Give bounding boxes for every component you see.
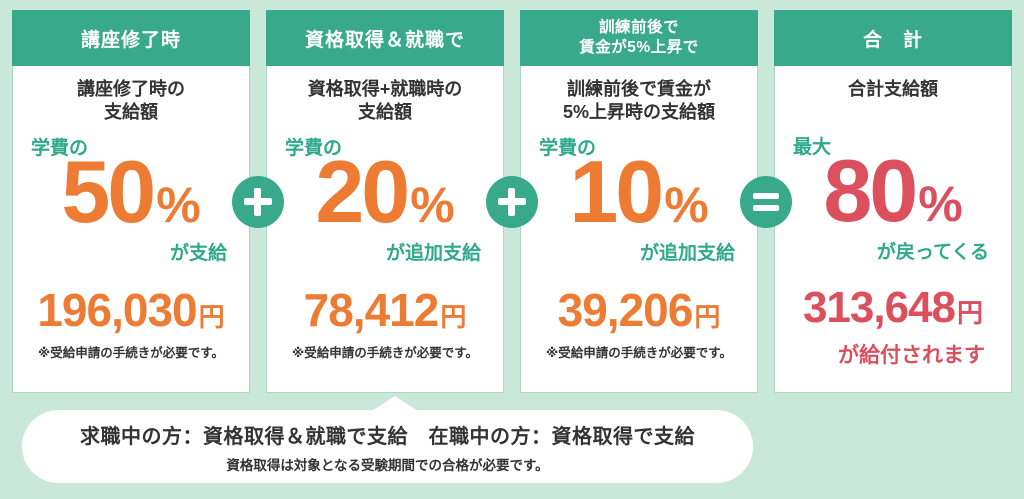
card-note: ※受給申請の手続きが必要です。 [546,345,732,360]
percent-suffix: が追加支給 [639,242,735,264]
percent-prefix: 最大 [793,137,832,159]
card-body: 資格取得+就職時の 支給額 学費の 20% が追加支給 78,412円 ※受給申… [266,66,504,393]
percent-number: 50 [61,141,156,241]
amount-unit: 円 [957,298,984,329]
amount-value: 196,030円 [13,287,249,333]
plus-icon [486,176,538,228]
percent-prefix: 学費の [285,137,343,159]
equals-icon [740,176,792,228]
card-note: が給付されます [838,344,985,368]
percent-value: 80% [775,147,1011,235]
percent-sign: % [410,176,455,233]
amount-unit: 円 [694,301,721,332]
amount-number: 39,206 [557,283,694,336]
callout-pointer-up [372,396,418,411]
amount-number: 78,412 [303,283,440,336]
card-subtitle: 講座修了時の 支給額 [77,79,185,123]
card-header-label: 講座修了時 [80,29,181,51]
card-qualification-employment: 資格取得＆就職で 資格取得+就職時の 支給額 学費の 20% が追加支給 78,… [266,10,504,393]
amount-value: 313,648円 [775,286,1011,330]
card-header: 訓練前後で 賃金が5%上昇で [520,10,758,66]
percent-suffix: が追加支給 [385,242,481,264]
amount-value: 39,206円 [521,287,757,333]
percent-value: 20% [267,147,503,236]
percent-prefix: 学費の [539,137,597,159]
percent-suffix: が戻ってくる [876,242,989,264]
percent-sign: % [156,176,201,233]
card-total: 合 計 合計支給額 最大 80% が戻ってくる 313,648円 が給付されます [774,10,1012,393]
footer-callout: 求職中の方：資格取得＆就職で支給 在職中の方：資格取得で支給 資格取得は対象とな… [22,410,753,483]
card-subtitle: 訓練前後で賃金が 5%上昇時の支給額 [562,79,715,123]
percent-sign: % [918,176,963,233]
percent-number: 80 [823,141,918,241]
card-body: 合計支給額 最大 80% が戻ってくる 313,648円 が給付されます [774,66,1012,393]
percent-number: 20 [315,141,410,241]
card-wage-increase: 訓練前後で 賃金が5%上昇で 訓練前後で賃金が 5%上昇時の支給額 学費の 10… [520,10,758,393]
card-header-label: 資格取得＆就職で [304,29,465,51]
card-note: ※受給申請の手続きが必要です。 [292,345,478,360]
percent-sign: % [664,176,709,233]
percent-number: 10 [569,141,664,241]
card-header-label: 訓練前後で [598,18,679,36]
amount-value: 78,412円 [267,287,503,333]
percent-value: 50% [13,147,249,236]
card-header: 資格取得＆就職で [266,10,504,66]
card-note: ※受給申請の手続きが必要です。 [38,345,224,360]
amount-number: 196,030 [37,283,197,336]
footer-main-text: 求職中の方：資格取得＆就職で支給 在職中の方：資格取得で支給 [80,425,695,448]
card-header-label: 賃金が5%上昇で [579,39,699,56]
card-header-label: 合 計 [862,29,923,51]
card-header: 合 計 [774,10,1012,66]
card-header: 講座修了時 [12,10,250,66]
percent-prefix: 学費の [31,137,89,159]
amount-number: 313,648 [802,283,956,333]
percent-value: 10% [521,147,757,236]
card-body: 訓練前後で賃金が 5%上昇時の支給額 学費の 10% が追加支給 39,206円… [520,66,758,393]
footer-sub-text: 資格取得は対象となる受験期間での合格が必要です。 [226,457,549,473]
card-body: 講座修了時の 支給額 学費の 50% が支給 196,030円 ※受給申請の手続… [12,66,250,393]
card-course-completion: 講座修了時 講座修了時の 支給額 学費の 50% が支給 196,030円 ※受… [12,10,250,393]
amount-unit: 円 [198,301,225,332]
plus-icon [232,176,284,228]
card-subtitle: 合計支給額 [848,79,938,99]
card-subtitle: 資格取得+就職時の 支給額 [307,79,463,123]
amount-unit: 円 [440,301,467,332]
percent-suffix: が支給 [169,242,227,264]
